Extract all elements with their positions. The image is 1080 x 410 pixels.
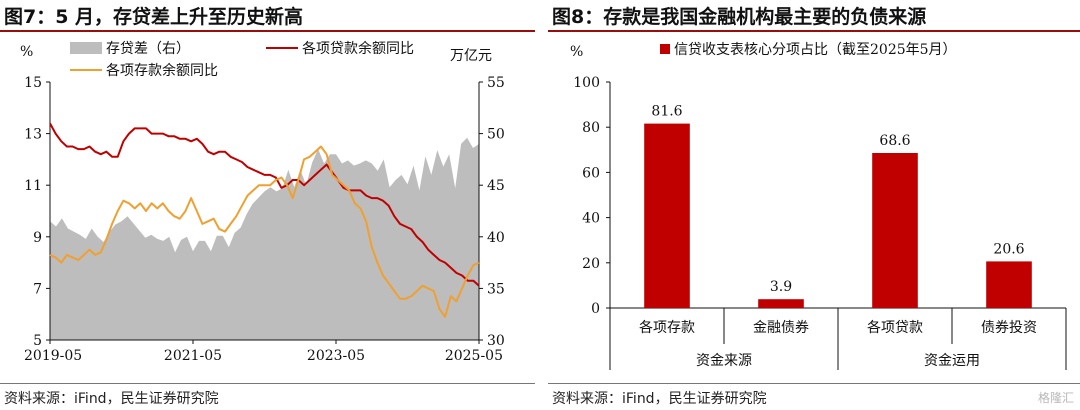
y-tick-label: 40	[582, 211, 600, 227]
legend-swatch-share	[660, 44, 670, 54]
x-tick-label: 2023-05	[307, 348, 365, 364]
y-tick-label: 100	[573, 75, 600, 91]
legend-swatch-gap	[70, 42, 102, 54]
bar-1	[644, 123, 690, 308]
y-tick-label: 60	[582, 165, 600, 181]
x-tick-label: 2025-05	[445, 348, 503, 364]
figure-7-title: 图7：5 月，存贷差上升至历史新高	[4, 6, 304, 28]
group-label-uses: 资金运用	[924, 353, 980, 369]
y-tick-label: 20	[582, 256, 600, 272]
legend-label-share: 信贷收支表核心分项占比（截至2025年5月）	[674, 42, 957, 58]
left-tick-label: 11	[24, 178, 42, 194]
category-label: 各项存款	[639, 320, 695, 336]
bar-value-label: 3.9	[770, 279, 792, 295]
bar-2	[758, 299, 804, 308]
bar-value-label: 81.6	[651, 104, 682, 120]
series-line-deposit-growth	[49, 145, 480, 318]
legend-label-deposits: 各项存款余额同比	[106, 62, 218, 79]
bar-4	[986, 261, 1032, 308]
figure-7-bottom-rule	[0, 383, 535, 384]
x-tick-label: 2021-05	[164, 348, 222, 364]
right-tick-label: 30	[487, 333, 505, 349]
left-tick-label: 15	[24, 75, 42, 91]
figure-8-source: 资料来源：iFind，民生证券研究院	[552, 391, 767, 407]
left-axis-unit: %	[20, 44, 33, 60]
right-tick-label: 40	[487, 230, 505, 246]
bar-value-label: 68.6	[879, 133, 910, 149]
left-tick-label: 5	[33, 333, 42, 349]
figure-8-panel: 图8：存款是我国金融机构最主要的负债来源 % 信贷收支表核心分项占比（截至202…	[548, 0, 1080, 410]
figure-8-legend: 信贷收支表核心分项占比（截至2025年5月）	[660, 42, 957, 58]
bar-value-label: 20.6	[993, 241, 1024, 257]
legend-label-gap: 存贷差（右）	[106, 41, 190, 57]
y-tick-label: 0	[591, 301, 600, 317]
series-line-loan-growth	[49, 122, 480, 287]
category-label: 债券投资	[981, 320, 1037, 336]
left-tick-label: 9	[33, 230, 42, 246]
legend-label-loans: 各项贷款余额同比	[302, 40, 414, 57]
series-area-deposit-loan-gap	[50, 137, 479, 340]
figure-7-top-rule	[0, 30, 535, 32]
figure-7-panel: 图7：5 月，存贷差上升至历史新高 15 13 11 9 7 5 55 50 45 40 35 30 2…	[0, 0, 535, 410]
figure-8-tick-layer: 100 80 60 40 20 0	[573, 75, 610, 317]
y-tick-label: 80	[582, 120, 600, 136]
left-tick-label: 13	[24, 127, 42, 143]
figure-8-title: 图8：存款是我国金融机构最主要的负债来源	[552, 6, 927, 28]
left-tick-label: 7	[33, 281, 42, 297]
right-tick-label: 50	[487, 127, 505, 143]
y-axis-unit: %	[570, 44, 583, 60]
right-tick-label: 35	[487, 281, 505, 297]
group-label-sources: 资金来源	[696, 353, 752, 369]
deposit-loan-gap-area-layer	[50, 137, 479, 340]
right-tick-label: 45	[487, 178, 505, 194]
figure-8-top-rule	[548, 30, 1080, 32]
bar-3	[872, 153, 918, 308]
category-label: 金融债券	[753, 320, 809, 336]
figure-7-legend: 存贷差（右） 各项贷款余额同比 各项存款余额同比	[70, 40, 414, 79]
right-tick-label: 55	[487, 75, 505, 91]
x-tick-label: 2019-05	[24, 348, 82, 364]
figure-7-source: 资料来源：iFind，民生证券研究院	[4, 391, 219, 407]
figure-7-line-layer	[49, 122, 480, 318]
figure-8-bar-layer: 81.6 各项存款 3.9 金融债券 68.6 各项贷款 20.6 债券投资	[639, 104, 1037, 336]
watermark-logo: 格隆汇	[1037, 391, 1074, 405]
right-axis-unit: 万亿元	[450, 48, 492, 64]
category-label: 各项贷款	[867, 320, 923, 336]
figure-8-bottom-rule	[548, 383, 1080, 384]
figure-8-chart: % 信贷收支表核心分项占比（截至2025年5月） 100 80 60 40 20 0 81…	[570, 42, 1067, 370]
